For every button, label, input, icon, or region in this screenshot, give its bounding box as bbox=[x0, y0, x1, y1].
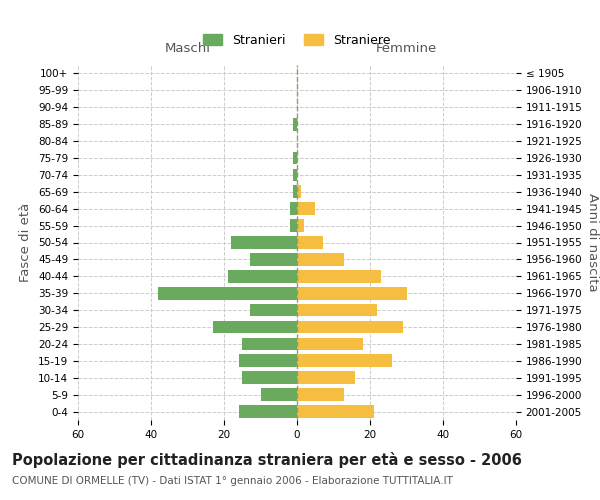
Bar bbox=[297, 270, 381, 282]
Bar bbox=[297, 236, 323, 249]
Text: COMUNE DI ORMELLE (TV) - Dati ISTAT 1° gennaio 2006 - Elaborazione TUTTITALIA.IT: COMUNE DI ORMELLE (TV) - Dati ISTAT 1° g… bbox=[12, 476, 453, 486]
Bar bbox=[297, 320, 403, 334]
Bar bbox=[293, 168, 297, 181]
Bar bbox=[297, 186, 301, 198]
Bar bbox=[293, 152, 297, 164]
Bar bbox=[297, 388, 344, 401]
Bar bbox=[290, 220, 297, 232]
Text: Popolazione per cittadinanza straniera per età e sesso - 2006: Popolazione per cittadinanza straniera p… bbox=[12, 452, 522, 468]
Legend: Stranieri, Straniere: Stranieri, Straniere bbox=[199, 28, 395, 52]
Y-axis label: Fasce di età: Fasce di età bbox=[19, 203, 32, 282]
Bar bbox=[297, 253, 344, 266]
Bar bbox=[297, 220, 304, 232]
Bar bbox=[242, 372, 297, 384]
Bar bbox=[290, 202, 297, 215]
Y-axis label: Anni di nascita: Anni di nascita bbox=[586, 193, 599, 292]
Bar bbox=[297, 405, 374, 418]
Bar bbox=[250, 253, 297, 266]
Bar bbox=[242, 338, 297, 350]
Bar bbox=[297, 304, 377, 316]
Bar bbox=[239, 354, 297, 367]
Text: Maschi: Maschi bbox=[164, 42, 211, 55]
Bar bbox=[297, 338, 362, 350]
Bar bbox=[297, 287, 407, 300]
Bar bbox=[250, 304, 297, 316]
Bar bbox=[227, 270, 297, 282]
Bar bbox=[293, 186, 297, 198]
Bar bbox=[158, 287, 297, 300]
Bar bbox=[293, 118, 297, 130]
Bar bbox=[213, 320, 297, 334]
Bar bbox=[297, 354, 392, 367]
Bar bbox=[297, 372, 355, 384]
Bar bbox=[232, 236, 297, 249]
Bar bbox=[239, 405, 297, 418]
Bar bbox=[297, 202, 315, 215]
Bar bbox=[260, 388, 297, 401]
Text: Femmine: Femmine bbox=[376, 42, 437, 55]
